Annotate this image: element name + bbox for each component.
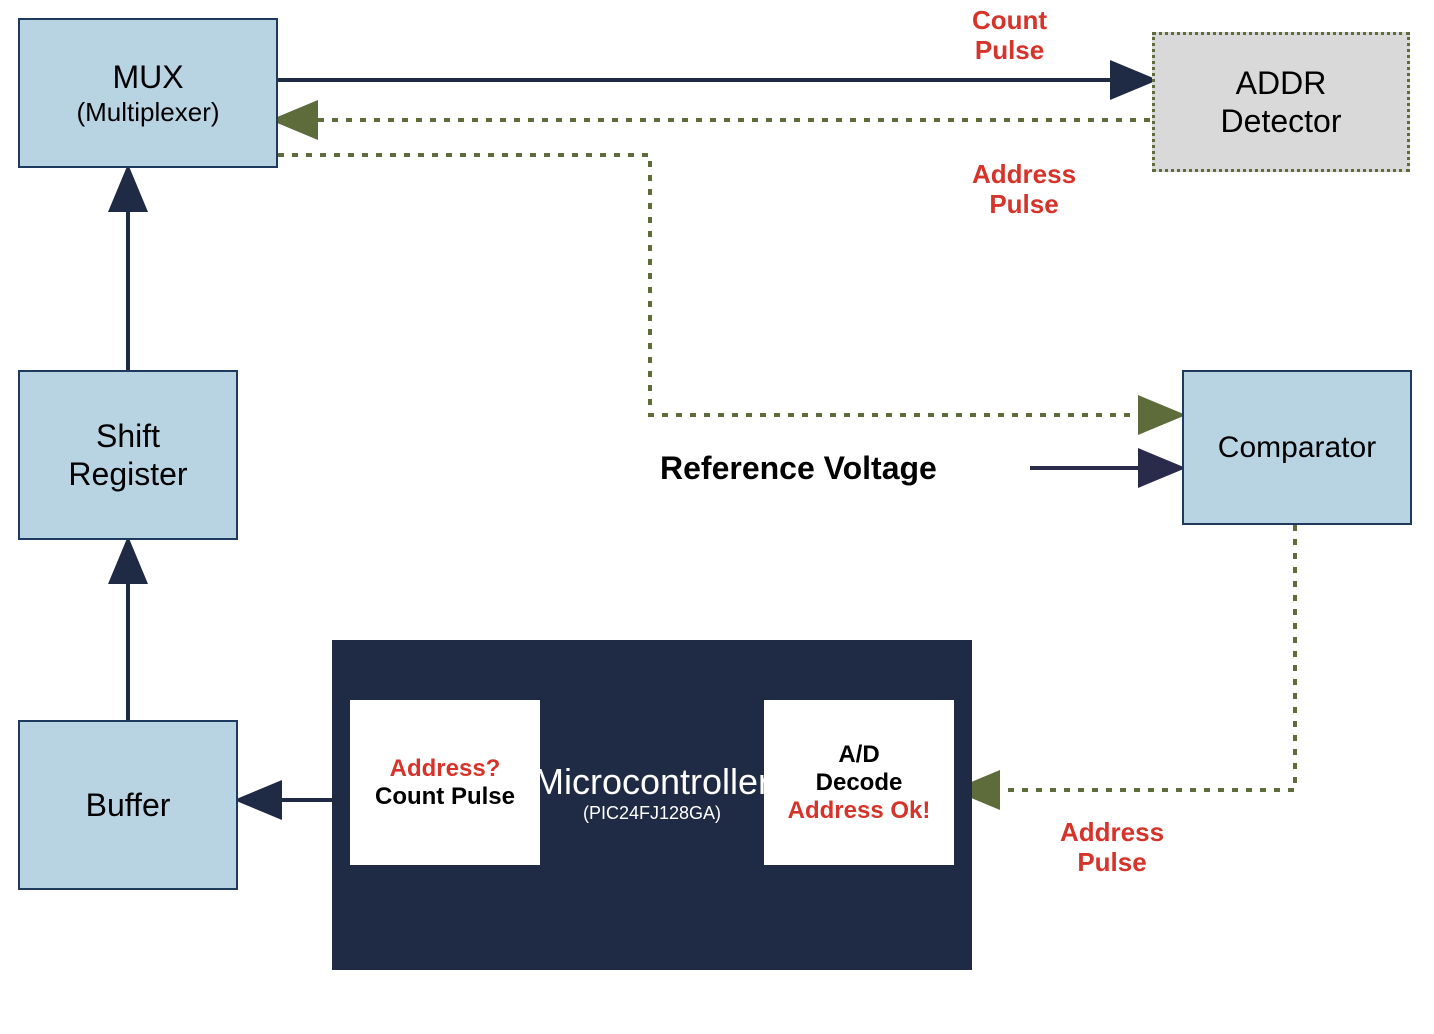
buffer-label: Buffer (86, 786, 171, 824)
node-buffer: Buffer (18, 720, 238, 890)
inset-right-line3: Address Ok! (788, 797, 931, 825)
node-addr-detector: ADDR Detector (1152, 32, 1410, 172)
addr-pulse-bot-l1: Address (1060, 818, 1164, 848)
shift-line1: Shift (96, 417, 160, 455)
count-pulse-l2: Pulse (972, 36, 1047, 66)
refv-text: Reference Voltage (660, 450, 937, 486)
label-address-pulse-bottom: Address Pulse (1060, 818, 1164, 878)
count-pulse-l1: Count (972, 6, 1047, 36)
inset-left-line1: Address? (390, 755, 501, 783)
addr-pulse-top-l1: Address (972, 160, 1076, 190)
addr-pulse-top-l2: Pulse (972, 190, 1076, 220)
mc-inset-right: A/D Decode Address Ok! (764, 700, 954, 865)
addr-line2: Detector (1221, 102, 1342, 140)
node-shift-register: Shift Register (18, 370, 238, 540)
mux-title: MUX (112, 58, 183, 96)
mux-subtitle: (Multiplexer) (76, 97, 219, 128)
comparator-label: Comparator (1218, 430, 1376, 466)
shift-line2: Register (68, 455, 187, 493)
edge-comparator-to-mc (960, 525, 1295, 790)
node-comparator: Comparator (1182, 370, 1412, 525)
mc-inset-left: Address? Count Pulse (350, 700, 540, 865)
addr-line1: ADDR (1236, 64, 1327, 102)
label-reference-voltage: Reference Voltage (660, 450, 937, 487)
label-address-pulse-top: Address Pulse (972, 160, 1076, 220)
inset-right-line1: A/D (838, 741, 879, 769)
inset-left-line2: Count Pulse (375, 783, 515, 811)
label-count-pulse: Count Pulse (972, 6, 1047, 66)
inset-right-line2: Decode (816, 769, 903, 797)
addr-pulse-bot-l2: Pulse (1060, 848, 1164, 878)
node-mux: MUX (Multiplexer) (18, 18, 278, 168)
